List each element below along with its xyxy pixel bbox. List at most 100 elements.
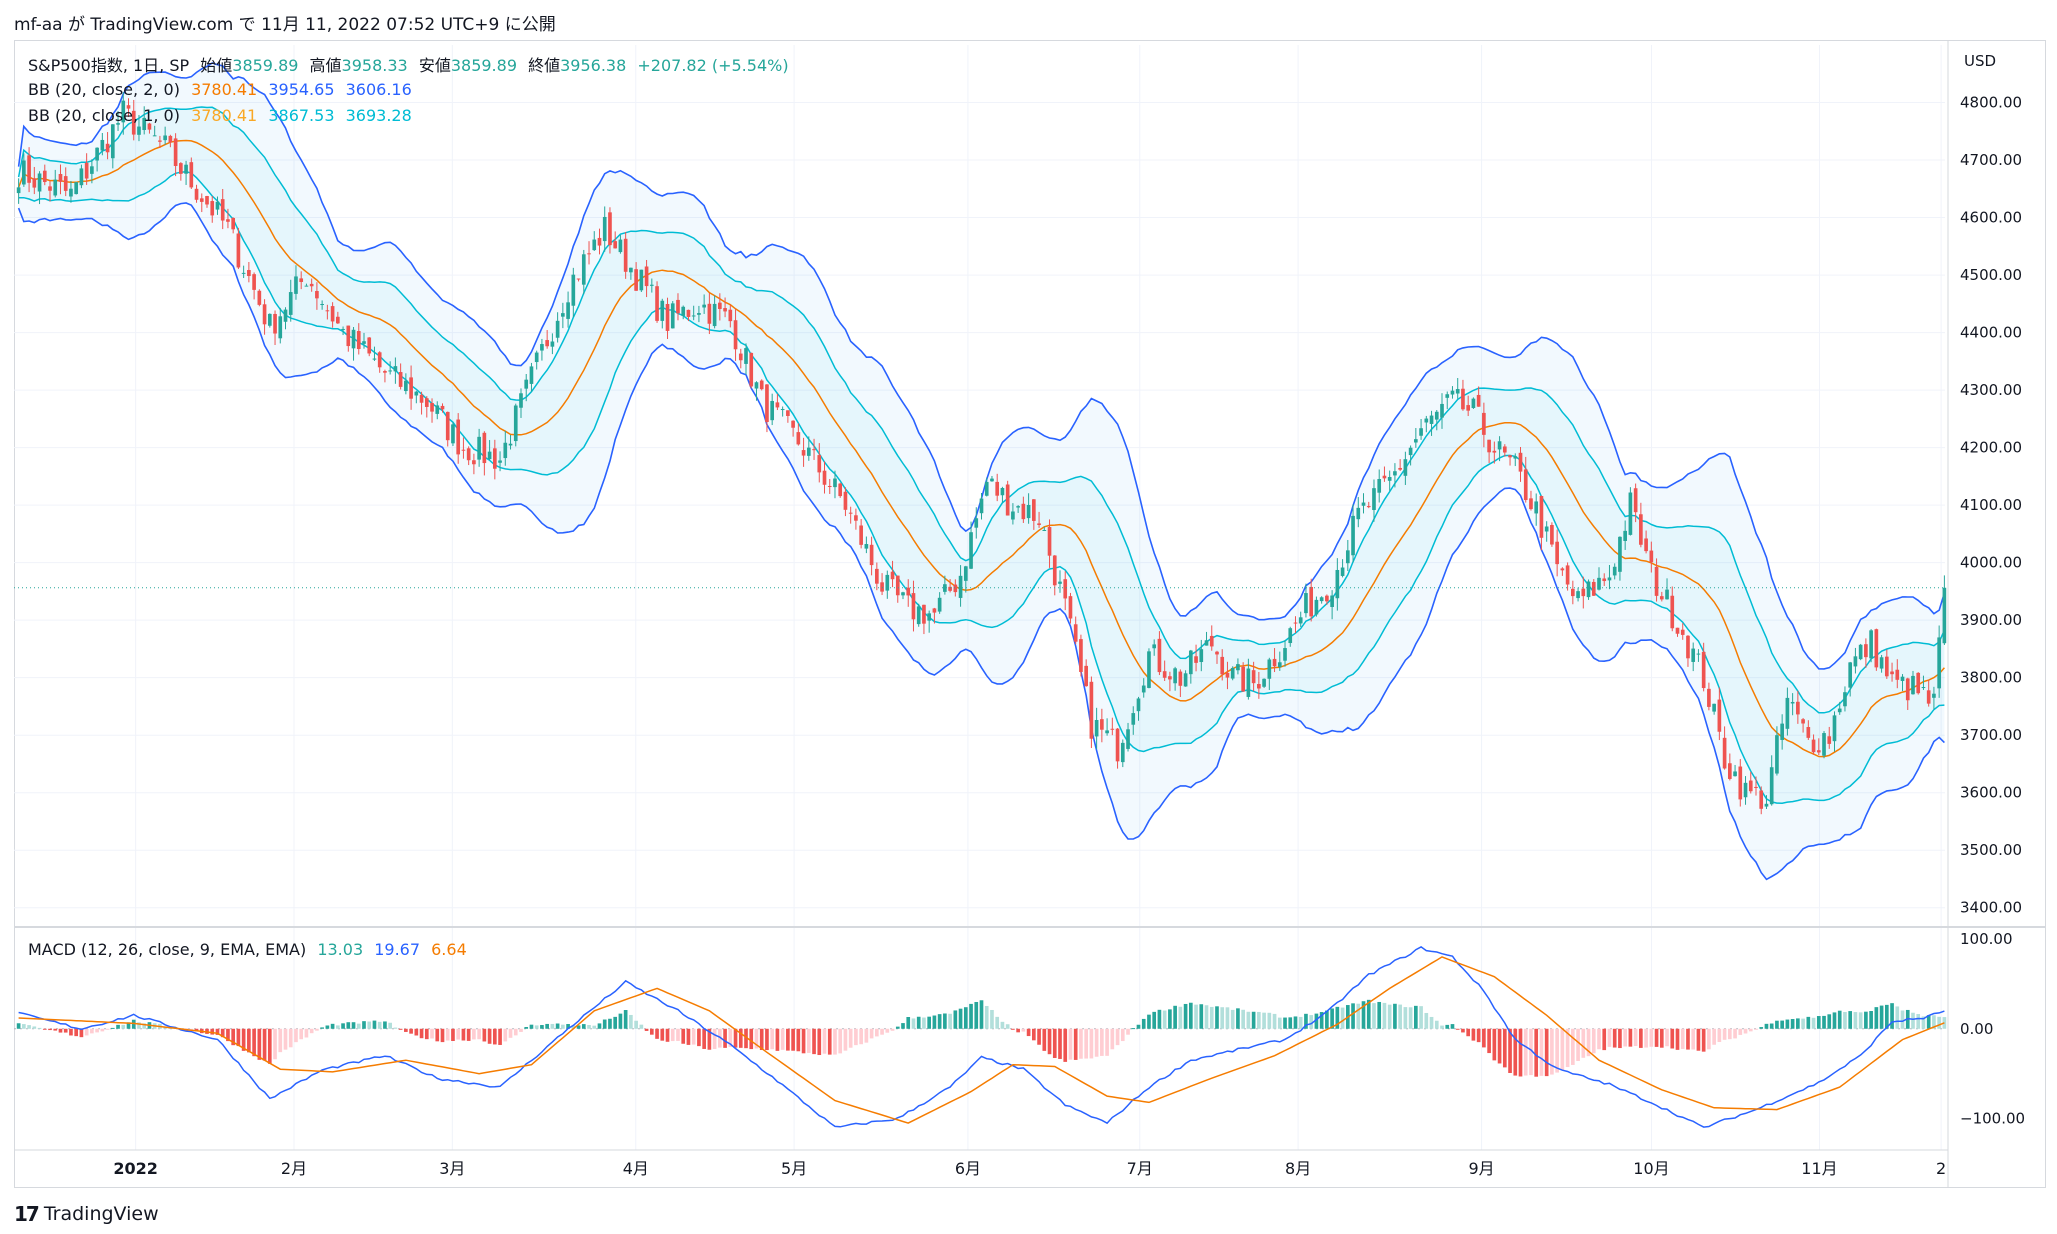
open-label: 始値 xyxy=(200,56,233,75)
candle-body xyxy=(1042,529,1047,531)
candle-body xyxy=(142,117,147,131)
macd-hist-bar xyxy=(1759,1027,1764,1029)
candle xyxy=(1612,563,1617,580)
candle xyxy=(283,307,288,330)
candle-body xyxy=(707,303,712,324)
tradingview-logo-icon: 17 xyxy=(14,1202,40,1226)
candle-body xyxy=(1544,526,1549,532)
bb1-lower: 3606.16 xyxy=(345,80,412,99)
candle-body xyxy=(665,303,670,331)
candle xyxy=(1701,642,1706,692)
candle-body xyxy=(937,597,942,612)
macd-hist-bar xyxy=(346,1022,351,1029)
macd-hist-bar xyxy=(1743,1028,1748,1034)
candle xyxy=(79,164,84,189)
time-axis: 2022 2月 3月 4月 5月 6月 7月 8月 9月 10月 11月 2 xyxy=(113,1159,1946,1178)
candle-body xyxy=(346,325,351,347)
candle-body xyxy=(1618,536,1622,572)
candle xyxy=(1079,634,1083,677)
candle-body xyxy=(466,448,471,461)
candle-body xyxy=(383,371,387,373)
candle-body xyxy=(686,309,691,317)
candle xyxy=(1115,727,1120,769)
macd-hist-bar xyxy=(1398,1004,1402,1029)
candle-body xyxy=(1267,659,1272,679)
candle xyxy=(1220,649,1225,681)
candle-body xyxy=(1393,471,1397,476)
candle xyxy=(336,311,340,324)
candle-body xyxy=(932,608,937,613)
candle-body xyxy=(299,278,304,282)
macd-hist-bar xyxy=(283,1028,288,1050)
macd-hist-bar xyxy=(1827,1014,1832,1029)
candle xyxy=(184,160,188,185)
macd-hist-bar xyxy=(890,1028,895,1031)
candle-body xyxy=(513,405,518,442)
symbol-legend: S&P500指数, 1日, SP 始値3859.89 高値3958.33 安値3… xyxy=(28,52,795,76)
candle xyxy=(252,272,256,300)
candle-body xyxy=(990,478,994,482)
candle-body xyxy=(42,170,47,183)
candle xyxy=(63,167,68,197)
macd-hist-bar xyxy=(1858,1012,1863,1029)
candle-body xyxy=(608,212,612,246)
candle-body xyxy=(1712,703,1716,712)
macd-hist-bar xyxy=(602,1019,607,1029)
macd-hist-bar xyxy=(1005,1024,1010,1029)
macd-hist-bar xyxy=(1670,1028,1675,1049)
candle-body xyxy=(1168,676,1172,680)
candle xyxy=(990,475,994,482)
macd-hist-bar xyxy=(1607,1028,1612,1047)
candle-body xyxy=(1361,502,1366,506)
macd-hist-bar xyxy=(649,1028,654,1035)
macd-hist-bar xyxy=(1011,1028,1015,1030)
macd-hist-bar xyxy=(215,1028,220,1035)
candle-body xyxy=(1173,668,1177,684)
macd-hist-bar xyxy=(1591,1028,1596,1054)
candle xyxy=(1434,409,1439,431)
candle xyxy=(1869,629,1873,663)
macd-value: 19.67 xyxy=(374,940,421,959)
candle-body xyxy=(806,447,811,456)
candle xyxy=(1926,679,1931,707)
macd-hist-bar xyxy=(1680,1028,1685,1049)
candle xyxy=(53,169,58,198)
candle-body xyxy=(1246,668,1251,697)
candle xyxy=(1387,470,1392,491)
candle xyxy=(58,164,63,195)
candle-body xyxy=(812,449,816,451)
macd-hist-bar xyxy=(1220,1007,1225,1029)
candle xyxy=(1382,466,1387,482)
candle xyxy=(1251,661,1256,692)
macd-hist-bar xyxy=(1722,1028,1727,1040)
candle xyxy=(581,249,586,295)
candle xyxy=(1864,638,1868,668)
macd-hist-bar xyxy=(1021,1028,1026,1032)
candle-body xyxy=(1351,515,1355,556)
candle xyxy=(1345,539,1350,572)
macd-hist-bar xyxy=(126,1022,131,1029)
candle xyxy=(1288,626,1293,647)
macd-hist-bar xyxy=(1058,1028,1062,1059)
macd-hist-bar xyxy=(424,1028,429,1040)
candle xyxy=(670,301,675,329)
candle xyxy=(288,279,293,322)
bb2-basis: 3780.41 xyxy=(191,106,258,125)
macd-hist-bar xyxy=(226,1028,230,1042)
candle xyxy=(414,390,419,404)
macd-hist-bar xyxy=(241,1028,246,1051)
time-tick-label: 5月 xyxy=(781,1159,807,1178)
macd-hist-bar xyxy=(299,1028,304,1040)
candle xyxy=(16,178,21,204)
tradingview-logo[interactable]: 17 TradingView xyxy=(14,1202,159,1226)
candle xyxy=(231,217,236,234)
candle-body xyxy=(1790,701,1795,704)
candle xyxy=(759,379,764,391)
macd-hist-bar xyxy=(1518,1028,1523,1077)
macd-hist-bar xyxy=(1063,1028,1068,1062)
close-label: 終値 xyxy=(528,56,561,75)
macd-hist-bar xyxy=(1921,1016,1926,1029)
candle-body xyxy=(1539,495,1544,538)
candle-body xyxy=(482,432,487,464)
